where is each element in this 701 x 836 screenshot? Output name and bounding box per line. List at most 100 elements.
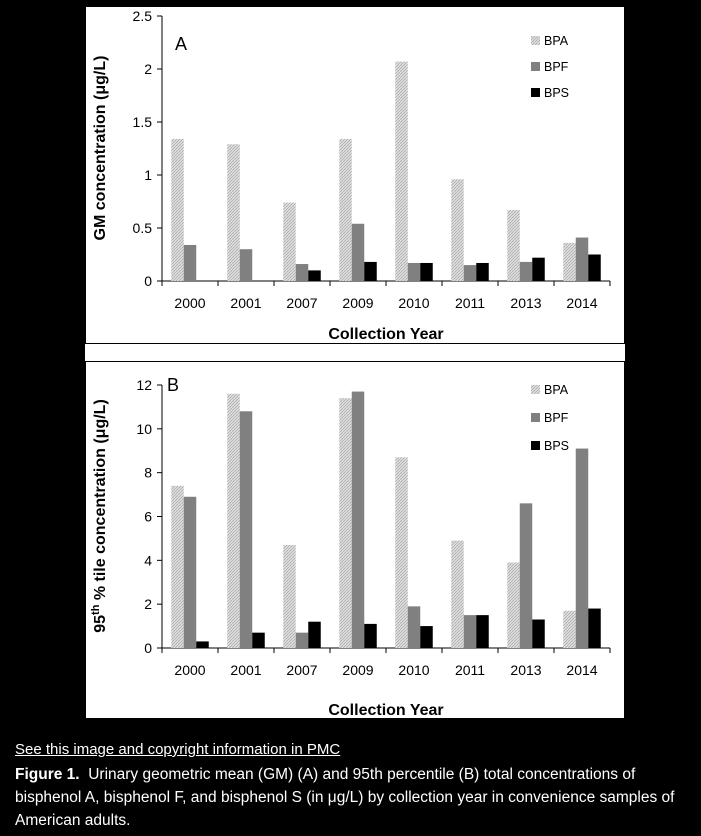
bar-bpf	[463, 615, 477, 648]
bar-bps	[308, 270, 321, 281]
panel-a: 0 0.5 1 1.5 2 2.5 2000 2001 2007 2009 2010 2011 2013…	[92, 8, 611, 343]
bar-bpa	[283, 202, 296, 281]
y-tick-label: 0.5	[133, 220, 153, 236]
legend-label-bps: BPS	[544, 86, 569, 100]
y-tick-label: 0	[144, 273, 152, 289]
legend-swatch-bpf	[531, 62, 540, 71]
bar-bpa	[171, 485, 184, 648]
panel-b-frame	[85, 361, 625, 719]
bar-bpf	[519, 503, 533, 648]
legend-swatch-bpa	[531, 36, 540, 45]
legend-label-bpa: BPA	[544, 383, 569, 397]
bar-bps	[364, 623, 377, 648]
bar-bpa	[563, 242, 576, 281]
bar-bpf	[519, 261, 533, 281]
bar-bps	[588, 608, 601, 648]
x-tick-label: 2007	[286, 295, 317, 311]
bar-bps	[364, 261, 377, 281]
x-tick-label: 2014	[566, 662, 597, 678]
bar-bpf	[407, 606, 421, 648]
bar-bpf	[463, 265, 477, 281]
bar-bpf	[351, 391, 365, 648]
x-axis-title: Collection Year	[328, 326, 443, 343]
bar-bps	[532, 257, 545, 281]
y-tick-label: 12	[136, 377, 152, 393]
caption-area: See this image and copyright information…	[15, 740, 695, 832]
y-axis-title-superscript: th	[90, 604, 102, 615]
bar-bps	[588, 254, 601, 281]
y-tick-label: 2.5	[133, 8, 153, 24]
x-tick-label: 2001	[230, 662, 261, 678]
x-tick-label: 2009	[342, 295, 373, 311]
y-axis-title-part: 95	[92, 615, 109, 633]
x-tick-label: 2001	[230, 295, 261, 311]
bar-bpf	[183, 244, 197, 281]
bar-bpa	[395, 61, 408, 281]
x-tick-label: 2013	[510, 662, 541, 678]
x-tick-label: 2007	[286, 662, 317, 678]
x-tick-label: 2014	[566, 295, 597, 311]
y-tick-label: 2	[144, 61, 152, 77]
figure: 0 0.5 1 1.5 2 2.5 2000 2001 2007 2009 2010 2011 2013…	[85, 6, 625, 719]
caption-text: Urinary geometric mean (GM) (A) and 95th…	[15, 766, 675, 829]
legend-label-bps: BPS	[544, 439, 569, 453]
panel-label: A	[175, 34, 187, 54]
y-tick-label: 1	[144, 167, 152, 183]
bar-bpf	[295, 264, 309, 281]
bar-bpa	[283, 544, 296, 648]
bar-bps	[532, 619, 545, 648]
bar-bps	[420, 262, 433, 281]
bar-bpa	[171, 138, 184, 281]
x-tick-label: 2011	[455, 662, 485, 678]
y-tick-label: 10	[136, 421, 152, 437]
x-axis-title: Collection Year	[328, 702, 443, 719]
bar-bpf	[239, 249, 253, 281]
legend-swatch-bps	[531, 88, 540, 97]
legend-label-bpa: BPA	[544, 34, 569, 48]
legend-label-bpf: BPF	[544, 411, 569, 425]
bar-bpa	[451, 540, 464, 648]
x-tick-label: 2010	[398, 662, 429, 678]
bar-bpa	[339, 398, 352, 648]
bar-bps	[476, 262, 489, 281]
panel-b: 0 2 4 6 8 10 12 2000 2001 2007 2009 2010 2011 2013 201…	[90, 375, 611, 719]
bar-bpf	[407, 262, 421, 281]
figure-caption: Figure 1. Urinary geometric mean (GM) (A…	[15, 763, 695, 832]
bar-bps	[196, 641, 209, 648]
x-tick-label: 2000	[174, 662, 205, 678]
y-tick-label: 2	[144, 596, 152, 612]
y-tick-label: 6	[144, 509, 152, 525]
x-tick-label: 2010	[398, 295, 429, 311]
bar-bpf	[351, 223, 365, 281]
x-tick-label: 2000	[174, 295, 205, 311]
pmc-image-link[interactable]: See this image and copyright information…	[15, 741, 341, 758]
y-tick-label: 4	[144, 552, 152, 568]
bar-bpa	[227, 393, 240, 648]
bar-bpa	[451, 179, 464, 281]
bar-bps	[308, 621, 321, 648]
bar-bpf	[575, 237, 589, 281]
x-tick-label: 2013	[510, 295, 541, 311]
x-tick-label: 2011	[455, 295, 485, 311]
bar-bpa	[395, 457, 408, 648]
y-axis-title-part: % tile concentration (μg/L)	[92, 399, 109, 604]
bar-bps	[476, 615, 489, 648]
bar-bpf	[239, 411, 253, 648]
bar-bpa	[563, 610, 576, 648]
y-tick-label: 8	[144, 465, 152, 481]
bar-bpa	[507, 209, 520, 281]
bar-bpf	[575, 448, 589, 648]
panel-a-frame	[85, 6, 625, 344]
legend-label-bpf: BPF	[544, 60, 569, 74]
y-tick-label: 0	[144, 640, 152, 656]
bar-bpa	[507, 562, 520, 648]
legend-swatch-bpf	[531, 413, 540, 422]
y-axis-title: 95th % tile concentration (μg/L)	[90, 399, 109, 633]
bar-bpf	[295, 632, 309, 648]
panel-label: B	[167, 375, 179, 395]
x-tick-label: 2009	[342, 662, 373, 678]
bar-bpf	[183, 496, 197, 648]
y-tick-label: 1.5	[133, 114, 153, 130]
legend-swatch-bpa	[531, 385, 540, 394]
